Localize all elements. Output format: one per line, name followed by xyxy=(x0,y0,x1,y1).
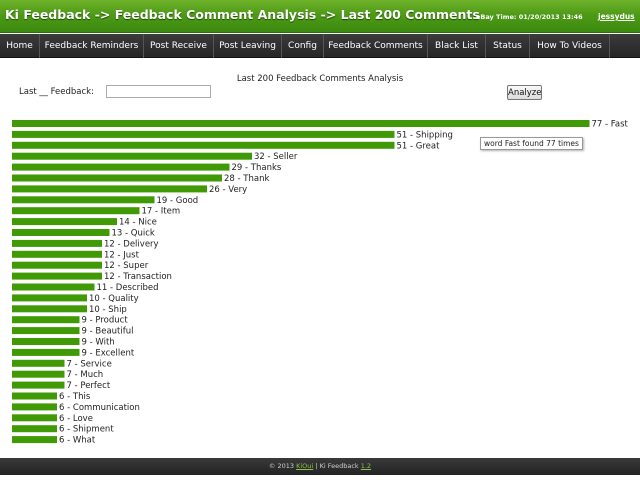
bar-label-described: 11 - Described xyxy=(97,283,159,293)
bar-product[interactable] xyxy=(12,316,80,324)
page-title: Ki Feedback -> Feedback Comment Analysis… xyxy=(5,7,480,22)
bar-excellent[interactable] xyxy=(12,348,80,356)
bar-label-ship: 10 - Ship xyxy=(89,305,127,315)
user-link[interactable]: jessydus xyxy=(598,12,635,21)
bar-transaction[interactable] xyxy=(12,272,102,280)
footer-company-link[interactable]: KiOui xyxy=(296,462,314,470)
nav-item-status[interactable]: Status xyxy=(486,34,530,58)
bar-label-thanks: 29 - Thanks xyxy=(232,163,282,173)
bar-great[interactable] xyxy=(12,141,395,149)
bar-thank[interactable] xyxy=(12,174,222,182)
bar-label-beautiful: 9 - Beautiful xyxy=(82,327,134,337)
last-feedback-input[interactable] xyxy=(106,85,211,98)
bar-label-just: 12 - Just xyxy=(104,250,140,260)
bar-quick[interactable] xyxy=(12,229,110,236)
nav-item-feedback-reminders[interactable]: Feedback Reminders xyxy=(40,34,144,58)
bar-label-communication: 6 - Communication xyxy=(59,403,140,413)
header-bar: Ki Feedback -> Feedback Comment Analysis… xyxy=(0,0,640,33)
bar-label-product: 9 - Product xyxy=(82,316,129,326)
nav-item-post-leaving[interactable]: Post Leaving xyxy=(214,34,282,58)
bar-item[interactable] xyxy=(12,207,140,215)
bar-fast[interactable] xyxy=(12,120,590,127)
bar-label-excellent: 9 - Excellent xyxy=(82,348,135,358)
footer-product: Ki Feedback xyxy=(319,462,359,470)
bar-super[interactable] xyxy=(12,261,102,269)
bar-label-transaction: 12 - Transaction xyxy=(104,272,172,282)
filter-label: Last __ Feedback: xyxy=(19,87,94,97)
footer-version-link[interactable]: 1.2 xyxy=(360,462,372,470)
bar-label-what: 6 - What xyxy=(59,436,96,446)
nav-item-home[interactable]: Home xyxy=(0,34,40,58)
bar-quality[interactable] xyxy=(12,294,87,302)
bar-delivery[interactable] xyxy=(12,239,102,247)
bar-label-shipping: 51 - Shipping xyxy=(397,130,453,140)
bar-nice[interactable] xyxy=(12,218,117,226)
footer-copyright: © 2013 xyxy=(268,462,295,470)
analysis-title: Last 200 Feedback Comments Analysis xyxy=(0,74,640,84)
nav-item-how-to-videos[interactable]: How To Videos xyxy=(530,34,610,58)
chart-tooltip: word Fast found 77 times xyxy=(480,137,583,150)
bar-label-super: 12 - Super xyxy=(104,261,149,271)
bar-seller[interactable] xyxy=(12,152,252,160)
bar-shipping[interactable] xyxy=(12,130,395,138)
bar-label-service: 7 - Service xyxy=(67,359,112,369)
nav-item-config[interactable]: Config xyxy=(282,34,324,58)
bar-label-shipment: 6 - Shipment xyxy=(59,425,114,435)
bar-this[interactable] xyxy=(12,392,57,400)
bar-label-quick: 13 - Quick xyxy=(112,229,155,239)
nav-bar: Home Feedback Reminders Post Receive Pos… xyxy=(0,34,640,58)
footer: © 2013 KiOui | Ki Feedback 1.2 xyxy=(0,458,640,475)
bar-label-fast: 77 - Fast xyxy=(592,120,629,130)
bar-perfect[interactable] xyxy=(12,381,65,389)
bar-just[interactable] xyxy=(12,250,102,258)
bar-label-great: 51 - Great xyxy=(397,141,441,151)
main-content: Last 200 Feedback Comments Analysis Last… xyxy=(0,58,640,458)
bar-good[interactable] xyxy=(12,196,155,204)
bar-ship[interactable] xyxy=(12,305,87,313)
bar-label-good: 19 - Good xyxy=(157,196,199,206)
bar-what[interactable] xyxy=(12,436,57,444)
footer-separator: | xyxy=(313,462,320,470)
bar-label-thank: 28 - Thank xyxy=(224,174,269,184)
nav-item-black-list[interactable]: Black List xyxy=(428,34,486,58)
bar-label-delivery: 12 - Delivery xyxy=(104,239,159,249)
bar-thanks[interactable] xyxy=(12,163,230,171)
bar-with[interactable] xyxy=(12,338,80,345)
analyze-button[interactable]: Analyze xyxy=(507,85,542,100)
bar-much[interactable] xyxy=(12,370,65,378)
bar-described[interactable] xyxy=(12,283,95,291)
ebay-time: eBay Time: 01/20/2013 13:46 xyxy=(476,13,583,21)
bar-service[interactable] xyxy=(12,359,65,367)
nav-item-post-receive[interactable]: Post Receive xyxy=(144,34,214,58)
bar-label-perfect: 7 - Perfect xyxy=(67,381,111,391)
nav-item-feedback-comments[interactable]: Feedback Comments xyxy=(324,34,428,58)
bar-shipment[interactable] xyxy=(12,425,57,433)
bottom-edge xyxy=(0,475,640,480)
bar-beautiful[interactable] xyxy=(12,327,80,335)
bar-communication[interactable] xyxy=(12,403,57,411)
bar-label-seller: 32 - Seller xyxy=(254,152,298,162)
bar-label-item: 17 - Item xyxy=(142,207,181,217)
bar-label-love: 6 - Love xyxy=(59,414,93,424)
bar-label-this: 6 - This xyxy=(59,392,91,402)
bar-love[interactable] xyxy=(12,414,57,422)
bar-label-much: 7 - Much xyxy=(67,370,104,380)
bar-label-nice: 14 - Nice xyxy=(119,218,157,228)
bar-label-very: 26 - Very xyxy=(209,185,247,195)
bar-label-with: 9 - With xyxy=(82,338,115,348)
bar-label-quality: 10 - Quality xyxy=(89,294,139,304)
bar-very[interactable] xyxy=(12,185,207,193)
analysis-title-text: Last 200 Feedback Comments Analysis xyxy=(236,74,404,84)
